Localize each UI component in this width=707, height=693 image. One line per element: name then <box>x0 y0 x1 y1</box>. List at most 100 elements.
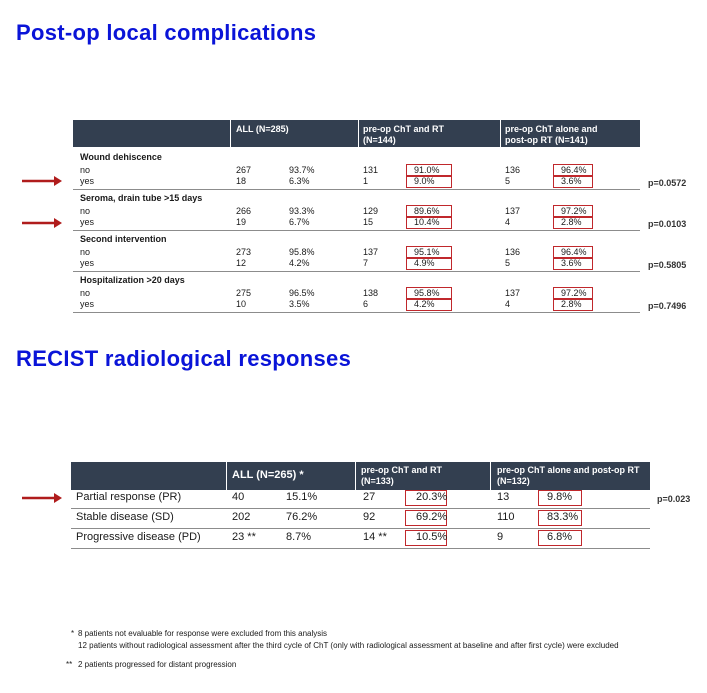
p-value: p=0.0103 <box>648 219 687 229</box>
cell: 2.8% <box>561 217 582 227</box>
cell: 273 <box>236 247 252 257</box>
highlight-box <box>553 257 593 270</box>
cell: 2.8% <box>561 299 582 309</box>
cell: 69.2% <box>416 511 448 523</box>
cell: 131 <box>363 165 379 175</box>
header-cell: post-op RT (N=141) <box>505 135 588 145</box>
highlight-box <box>406 246 452 259</box>
cell: 202 <box>232 511 251 523</box>
highlight-box <box>405 530 447 546</box>
cell: no <box>80 288 91 298</box>
row-rule <box>71 528 650 529</box>
highlight-box <box>553 216 593 229</box>
highlight-box <box>553 205 593 218</box>
p-value: p=0.0572 <box>648 178 687 188</box>
cell: 3.6% <box>561 176 582 186</box>
header-cell: pre-op ChT and RT <box>361 465 442 475</box>
highlight-box <box>406 175 452 188</box>
highlight-box <box>406 298 452 311</box>
cell: 15.1% <box>286 491 318 503</box>
cell: 95.1% <box>414 247 440 257</box>
header-divider <box>355 462 356 490</box>
cell: 6.3% <box>289 176 310 186</box>
group-label: Hospitalization >20 days <box>80 275 185 285</box>
header-divider <box>226 462 227 490</box>
cell: 4 <box>505 217 511 227</box>
group-label: Seroma, drain tube >15 days <box>80 193 203 203</box>
cell: 15 <box>363 217 374 227</box>
row-rule <box>71 548 650 549</box>
cell: 9.8% <box>547 491 573 503</box>
footnote-mark: ** <box>66 660 73 669</box>
cell: 5 <box>505 258 511 268</box>
cell: 266 <box>236 206 252 216</box>
cell: 40 <box>232 491 245 503</box>
highlight-box <box>406 164 452 177</box>
cell: 6 <box>363 299 369 309</box>
cell: 1 <box>363 176 369 186</box>
footnote-mark: * <box>71 629 75 638</box>
cell: 96.4% <box>561 165 587 175</box>
cell: Stable disease (SD) <box>76 511 174 523</box>
cell: 27 <box>363 491 376 503</box>
cell: 13 <box>497 491 510 503</box>
cell: 3.5% <box>289 299 310 309</box>
cell: 23 ** <box>232 531 256 543</box>
highlight-box <box>538 530 582 546</box>
header-cell: ALL (N=265) * <box>232 469 304 481</box>
cell: 97.2% <box>561 288 587 298</box>
p-value: p=0.5805 <box>648 260 687 270</box>
header-cell: pre-op ChT alone and post-op RT <box>497 465 640 475</box>
highlight-box <box>538 510 582 526</box>
highlight-box <box>405 490 447 506</box>
cell: 96.5% <box>289 288 315 298</box>
cell: yes <box>80 299 95 309</box>
cell: 138 <box>363 288 379 298</box>
cell: 4.2% <box>289 258 310 268</box>
group-label: Second intervention <box>80 234 167 244</box>
row-rule <box>71 508 650 509</box>
p-value: p=0.023 <box>657 494 691 504</box>
cell: no <box>80 206 91 216</box>
highlight-box <box>406 287 452 300</box>
cell: 9 <box>497 531 504 543</box>
cell: Progressive disease (PD) <box>76 531 201 543</box>
footnote: 8 patients not evaluable for response we… <box>78 629 328 638</box>
cell: 12 <box>236 258 247 268</box>
cell: 9.0% <box>414 176 435 186</box>
cell: yes <box>80 258 95 268</box>
cell: 4.2% <box>414 299 435 309</box>
row-rule <box>73 312 640 313</box>
group-label: Wound dehiscence <box>80 152 162 162</box>
cell: Partial response (PR) <box>76 491 182 503</box>
cell: 6.7% <box>289 217 310 227</box>
row-rule <box>73 189 640 190</box>
cell: 14 ** <box>363 531 387 543</box>
highlight-box <box>405 510 447 526</box>
cell: 137 <box>505 206 521 216</box>
footnote: 12 patients without radiological assessm… <box>78 641 619 650</box>
cell: 4.9% <box>414 258 435 268</box>
row-rule <box>73 230 640 231</box>
cell: 6.8% <box>547 531 573 543</box>
cell: 93.7% <box>289 165 315 175</box>
highlight-box <box>553 298 593 311</box>
cell: 18 <box>236 176 247 186</box>
cell: 3.6% <box>561 258 582 268</box>
cell: 110 <box>497 511 515 523</box>
cell: 95.8% <box>289 247 315 257</box>
header-divider <box>500 120 501 147</box>
cell: 267 <box>236 165 252 175</box>
cell: 7 <box>363 258 369 268</box>
table-header <box>71 462 650 490</box>
cell: 136 <box>505 247 521 257</box>
highlight-box <box>538 490 582 506</box>
cell: 95.8% <box>414 288 440 298</box>
highlight-box <box>553 287 593 300</box>
cell: 10.5% <box>416 531 448 543</box>
cell: 20.3% <box>416 491 448 503</box>
cell: no <box>80 165 91 175</box>
cell: 92 <box>363 511 376 523</box>
header-cell: pre-op ChT alone and <box>505 124 598 134</box>
